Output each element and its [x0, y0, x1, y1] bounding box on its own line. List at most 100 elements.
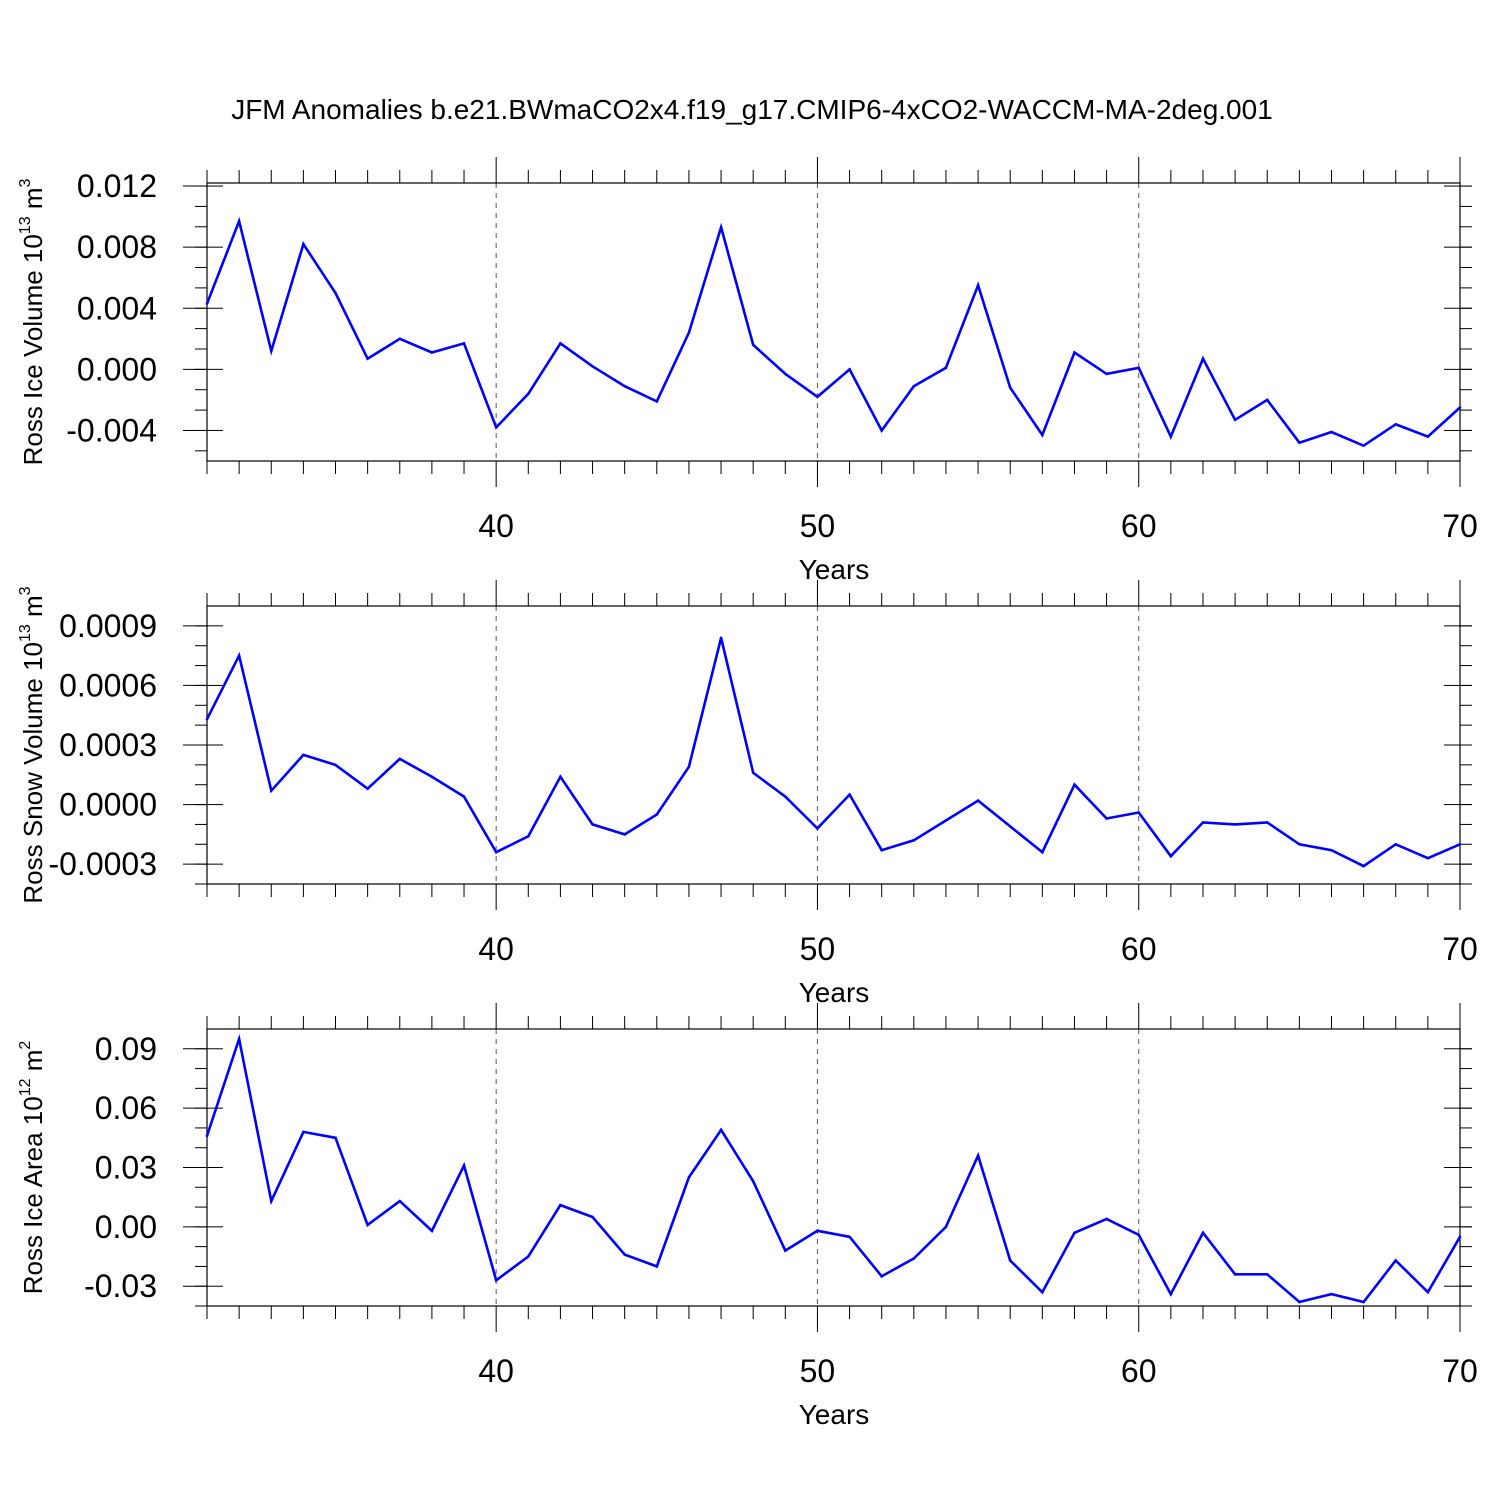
y-tick-label: 0.008 [77, 229, 157, 265]
data-point [880, 429, 883, 432]
data-point [944, 366, 948, 370]
data-point [944, 1225, 948, 1229]
x-tick-label: 60 [1121, 1353, 1157, 1389]
y-axis-label: Ross Ice Area 1012 m2 [17, 1041, 48, 1295]
data-point [1137, 1233, 1141, 1237]
y-tick-label: 0.03 [95, 1150, 157, 1186]
data-point [687, 331, 691, 334]
data-point [366, 1223, 369, 1227]
data-point [1426, 1290, 1430, 1294]
data-point [751, 1180, 755, 1183]
data-point [1265, 1273, 1269, 1276]
data-point [494, 850, 498, 854]
data-point [1458, 1235, 1462, 1239]
data-point [559, 342, 562, 345]
data-point [1458, 406, 1462, 409]
data-point [912, 1257, 916, 1260]
data-point [848, 368, 851, 371]
data-point [366, 357, 369, 360]
data-point [719, 1128, 723, 1132]
data-point [398, 337, 402, 341]
data-point [880, 1275, 883, 1278]
data-point [1201, 357, 1205, 360]
y-tick-label: -0.03 [84, 1268, 157, 1304]
y-axis-label: Ross Snow Volume 1013 m3 [17, 586, 48, 903]
x-axis-label: Years [799, 554, 870, 585]
data-point [1330, 848, 1333, 852]
data-point [912, 384, 916, 388]
plot-frame [206, 182, 1461, 462]
data-point [623, 384, 626, 388]
data-point [1105, 817, 1108, 820]
data-point [623, 1253, 626, 1256]
x-tick-label: 40 [478, 1353, 514, 1389]
chart-panel-2: 40 50 60 70 Years 0.0009 0.0006 0.0003 0.0000 -0.… [17, 580, 1478, 1008]
data-point [816, 395, 819, 399]
data-point [1265, 398, 1269, 402]
data-point [1105, 372, 1108, 376]
data-point [816, 827, 819, 830]
data-point [1041, 1290, 1044, 1294]
data-point [1394, 842, 1398, 846]
x-tick-label: 60 [1121, 508, 1157, 544]
data-point [1362, 444, 1365, 448]
data-point [269, 789, 273, 792]
data-point [205, 302, 209, 305]
data-point [1362, 864, 1365, 868]
data-point [1008, 1259, 1012, 1262]
y-tick-label: 0.012 [77, 168, 157, 204]
data-point [751, 343, 755, 347]
data-point [398, 1199, 402, 1203]
figure-title: JFM Anomalies b.e21.BWmaCO2x4.f19_g17.CM… [231, 94, 1273, 125]
data-point [302, 753, 305, 757]
data-point [269, 1199, 273, 1203]
data-point [1008, 825, 1012, 828]
data-point [334, 1136, 337, 1140]
data-point [526, 392, 530, 396]
data-point [1426, 856, 1430, 860]
data-point [494, 426, 498, 429]
data-point [1233, 1273, 1237, 1276]
chart-panel-3: 40 50 60 70 Years 0.09 0.06 0.03 0.00 -0.03 Ross I… [17, 1003, 1478, 1430]
data-point [976, 1154, 980, 1157]
data-point [1073, 1231, 1076, 1235]
data-point [205, 1134, 209, 1138]
data-point [848, 793, 851, 796]
x-tick-label: 70 [1442, 931, 1478, 967]
x-tick-label: 50 [800, 508, 836, 544]
data-point [237, 1037, 241, 1041]
data-point [784, 372, 787, 376]
data-point [880, 848, 883, 852]
data-point [494, 1278, 498, 1282]
data-point [1041, 433, 1044, 437]
data-point [1041, 850, 1044, 854]
data-point [719, 636, 723, 640]
data-point [1169, 435, 1173, 438]
data-point [205, 717, 209, 721]
data-point [719, 225, 723, 229]
plot-frame [206, 1028, 1461, 1307]
data-point [430, 775, 434, 779]
data-point [976, 799, 980, 802]
data-point [751, 771, 755, 775]
data-point [848, 1235, 851, 1239]
data-point [430, 1229, 434, 1233]
data-point [591, 364, 594, 368]
chart-panel-1: 40 50 60 70 Years 0.012 0.008 0.004 0.000 -0.004 R… [17, 157, 1478, 585]
data-point [237, 654, 241, 657]
data-point [462, 342, 466, 345]
data-point [1233, 823, 1237, 826]
x-tick-label: 40 [478, 508, 514, 544]
y-tick-label: 0.0003 [59, 727, 157, 763]
data-point [1105, 1217, 1108, 1221]
data-point [687, 765, 691, 769]
data-point [1201, 821, 1205, 824]
data-series-line [205, 216, 1461, 448]
y-tick-label: 0.0006 [59, 667, 157, 703]
data-point [1008, 386, 1012, 389]
x-axis-label: Years [799, 1399, 870, 1430]
y-tick-label: 0.09 [95, 1031, 157, 1067]
data-point [1233, 418, 1237, 422]
x-tick-label: 40 [478, 931, 514, 967]
